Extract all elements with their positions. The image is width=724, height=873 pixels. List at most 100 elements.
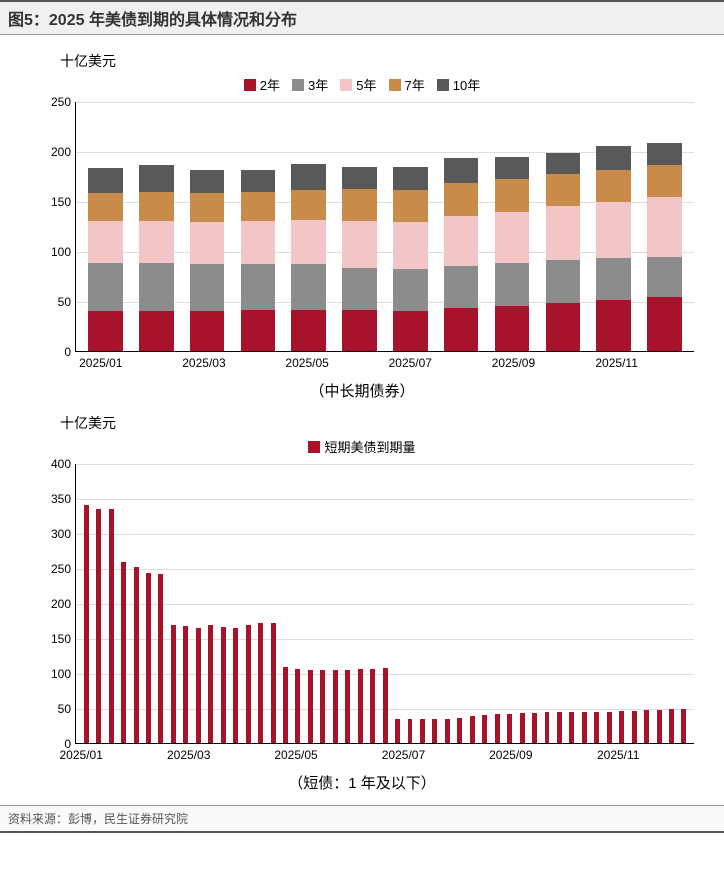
bar-segment — [393, 311, 428, 351]
bar — [196, 628, 201, 744]
bar-stack — [342, 167, 377, 351]
bar — [258, 623, 263, 743]
bar-column — [416, 464, 428, 743]
bar — [96, 509, 101, 744]
bar-stack — [241, 170, 276, 351]
bar — [445, 719, 450, 744]
bar — [121, 562, 126, 743]
bar-segment — [190, 222, 225, 264]
y-tick-label: 150 — [31, 632, 71, 646]
bar — [283, 667, 288, 743]
bar-column — [229, 464, 241, 743]
bar-segment — [596, 258, 631, 300]
bar-column — [92, 464, 104, 743]
bar-stack — [190, 170, 225, 351]
bar — [271, 623, 276, 743]
legend-label: 短期美债到期量 — [324, 437, 415, 456]
bar-segment — [444, 266, 479, 308]
bar-segment — [342, 221, 377, 268]
bar-column — [653, 464, 665, 743]
bar — [594, 712, 599, 744]
bar-column — [217, 464, 229, 743]
bar-column — [167, 464, 179, 743]
bar-segment — [291, 164, 326, 190]
bar-segment — [88, 193, 123, 221]
bar — [557, 712, 562, 743]
bar-column — [429, 464, 441, 743]
bar-stack — [647, 143, 682, 351]
bar-segment — [596, 202, 631, 258]
bar-column — [466, 464, 478, 743]
bar-segment — [241, 310, 276, 351]
bar-column — [615, 464, 627, 743]
y-tick-label: 50 — [31, 295, 71, 309]
x-tick-label: 2025/09 — [489, 748, 532, 762]
bar-column — [117, 464, 129, 743]
bar-segment — [596, 300, 631, 351]
bar — [345, 670, 350, 744]
bar — [333, 670, 338, 743]
y-tick-label: 50 — [31, 702, 71, 716]
legend-swatch — [389, 79, 401, 91]
bar-column — [80, 464, 92, 743]
bar — [644, 710, 649, 743]
x-tick-label: 2025/01 — [79, 356, 122, 370]
bar-segment — [393, 190, 428, 222]
bar — [470, 716, 475, 743]
bar-segment — [546, 153, 581, 174]
figure-container: 图5：2025 年美债到期的具体情况和分布 十亿美元 2年3年5年7年10年 0… — [0, 0, 724, 833]
bar-column — [232, 102, 283, 351]
bar-column — [503, 464, 515, 743]
legend-item: 短期美债到期量 — [308, 437, 415, 456]
y-tick-label: 100 — [31, 245, 71, 259]
bar-column — [254, 464, 266, 743]
bar — [582, 712, 587, 744]
bar-segment — [546, 174, 581, 206]
bar — [208, 625, 213, 743]
bar — [607, 712, 612, 744]
bar — [619, 711, 624, 743]
bar — [657, 710, 662, 743]
bar — [370, 669, 375, 743]
bar-stack — [393, 167, 428, 351]
chart2-plot-area: 050100150200250300350400 — [75, 464, 694, 744]
bar-segment — [596, 170, 631, 202]
bar — [432, 719, 437, 743]
bar-column — [591, 464, 603, 743]
bar-column — [292, 464, 304, 743]
bar — [669, 709, 674, 743]
chart2-legend: 短期美债到期量 — [20, 437, 704, 456]
bar-column — [283, 102, 334, 351]
y-tick-label: 300 — [31, 527, 71, 541]
y-tick-label: 200 — [31, 597, 71, 611]
bar-column — [640, 464, 652, 743]
bar-segment — [647, 197, 682, 257]
bar — [171, 625, 176, 743]
bar — [457, 718, 462, 743]
x-tick-label: 2025/09 — [492, 356, 535, 370]
chart1-container: 十亿美元 2年3年5年7年10年 050100150200250 2025/01… — [0, 35, 724, 401]
x-tick-label: 2025/05 — [274, 748, 317, 762]
x-tick-label: 2025/05 — [285, 356, 328, 370]
bar — [246, 625, 251, 743]
bar-segment — [444, 216, 479, 266]
bar — [84, 505, 89, 743]
bar — [358, 669, 363, 743]
chart2-subtitle: （短债：1 年及以下） — [20, 772, 704, 793]
bar-segment — [342, 310, 377, 351]
chart1-y-axis-label: 十亿美元 — [60, 51, 704, 71]
y-tick-label: 200 — [31, 145, 71, 159]
bar-segment — [647, 257, 682, 297]
bar-stack — [88, 168, 123, 351]
legend-swatch — [308, 441, 320, 453]
bar — [408, 719, 413, 743]
bar-column — [366, 464, 378, 743]
bar-column — [342, 464, 354, 743]
bar-segment — [444, 183, 479, 216]
y-tick-label: 150 — [31, 195, 71, 209]
bars-row — [76, 102, 694, 351]
bar — [545, 712, 550, 743]
legend-item: 10年 — [437, 75, 480, 94]
bar-segment — [241, 170, 276, 192]
bar-segment — [291, 190, 326, 220]
